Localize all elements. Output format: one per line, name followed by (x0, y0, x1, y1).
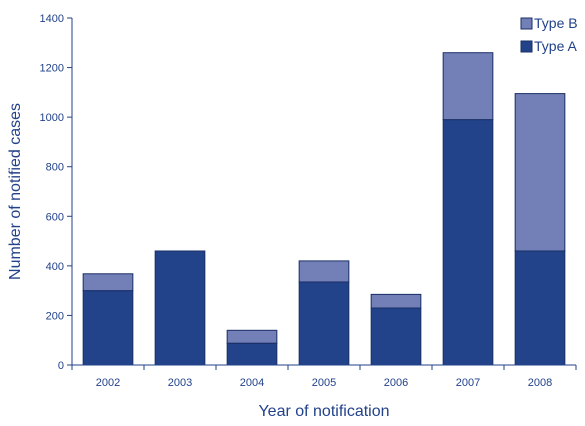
y-tick-label: 1400 (40, 13, 64, 25)
bars-group (82, 52, 566, 366)
x-tick-label: 2007 (456, 377, 480, 389)
y-tick-label: 1000 (40, 112, 64, 124)
x-axis-ticks: 2002 2003 2004 2005 2006 2007 2008 (71, 365, 577, 389)
legend: Type B Type A (520, 15, 578, 54)
bar-segment-type-b-2002 (82, 273, 134, 292)
bar-segment-type-b-2004 (226, 329, 278, 344)
x-tick-label: 2002 (96, 377, 120, 389)
y-tick-label: 1200 (40, 63, 64, 75)
y-axis-label: Number of notified cases (7, 103, 24, 280)
bar-segment-type-a-2007 (442, 119, 494, 366)
y-tick-label: 0 (58, 360, 64, 372)
legend-label-type-b: Type B (534, 15, 578, 31)
legend-label-type-a: Type A (534, 38, 577, 54)
y-tick-label: 400 (46, 261, 64, 273)
bar-segment-type-b-2008 (514, 93, 566, 252)
bar-segment-type-a-2003 (154, 250, 206, 366)
x-tick-label: 2005 (312, 377, 336, 389)
bar-segment-type-a-2002 (82, 290, 134, 366)
x-axis-label: Year of notification (258, 403, 389, 420)
x-tick-label: 2003 (168, 377, 192, 389)
legend-swatch-type-a (520, 40, 533, 53)
bar-segment-type-b-2005 (298, 260, 350, 283)
x-tick-label: 2008 (528, 377, 552, 389)
bar-segment-type-a-2004 (226, 342, 278, 366)
y-tick-label: 200 (46, 310, 64, 322)
x-tick-label: 2004 (240, 377, 264, 389)
x-tick-label: 2006 (384, 377, 408, 389)
y-tick-label: 800 (46, 162, 64, 174)
axes-group (71, 18, 576, 366)
bar-segment-type-b-2007 (442, 52, 494, 121)
legend-swatch-type-b (520, 17, 533, 30)
y-axis-ticks: 0 200 400 600 800 1000 1200 1400 (40, 13, 72, 372)
bar-segment-type-a-2008 (514, 250, 566, 366)
y-tick-label: 600 (46, 211, 64, 223)
bar-segment-type-b-2006 (370, 293, 422, 309)
bar-segment-type-a-2006 (370, 307, 422, 366)
bar-segment-type-a-2005 (298, 281, 350, 366)
